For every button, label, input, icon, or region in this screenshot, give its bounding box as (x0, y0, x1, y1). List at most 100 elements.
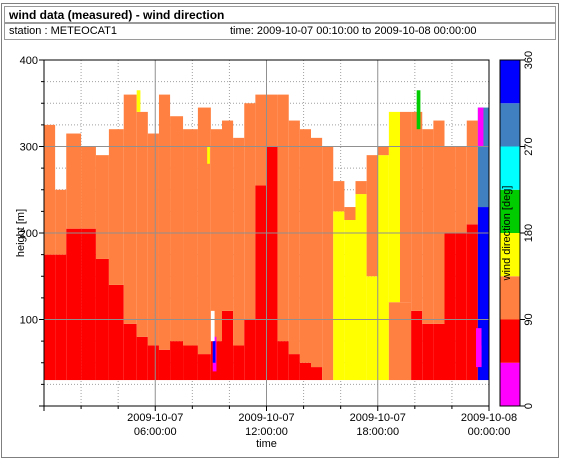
data-cell-upper (95, 155, 109, 259)
data-cell-low (108, 284, 124, 381)
data-cell-low (400, 302, 412, 381)
colorbar-segment (500, 319, 520, 363)
colorbar-tick-label: 360 (523, 51, 535, 69)
data-cell-upper (400, 111, 412, 303)
colorbar-segment (500, 233, 520, 277)
info-bar: station : METEOCAT1 time: 2009-10-07 00:… (4, 23, 556, 40)
data-cell-upper (255, 94, 267, 186)
data-cell-low (170, 341, 184, 381)
x-tick-label-time: 00:00:00 (468, 426, 511, 438)
colorbar-tick-label: 90 (523, 313, 535, 325)
data-cell-upper (222, 120, 234, 311)
x-axis-title: time (256, 438, 277, 450)
data-cell-upper (81, 146, 96, 229)
data-cell-patch (476, 328, 482, 368)
x-tick-label-date: 2009-10-07 (238, 412, 294, 424)
data-cell-patch (136, 90, 141, 112)
data-cell-low (55, 254, 67, 381)
data-cell-low (444, 233, 456, 381)
data-cell-upper (66, 133, 82, 229)
data-cell-upper (288, 120, 300, 355)
colorbar-title: wind direction [deg] (501, 186, 513, 282)
station-label: station : METEOCAT1 (9, 25, 117, 37)
data-cell-patch (212, 341, 216, 363)
data-cell-low (477, 207, 489, 381)
colorbar-segment (500, 103, 520, 147)
data-cell-low (66, 228, 82, 381)
y-tick-label: 400 (20, 55, 38, 67)
data-cell-low (183, 345, 198, 381)
colorbar-tick-label: 270 (523, 137, 535, 155)
data-cell-patch (210, 310, 215, 342)
data-cell-upper (55, 189, 67, 255)
x-tick-label-date: 2009-10-07 (127, 412, 183, 424)
data-cell-low (311, 367, 323, 381)
data-cell-upper (183, 129, 198, 346)
data-cell-low (344, 220, 356, 381)
data-cell-low (466, 224, 478, 381)
data-cell-patch (477, 107, 484, 147)
y-tick-label: 200 (20, 228, 38, 240)
data-cell-upper (433, 120, 445, 324)
colorbar-segment (500, 189, 520, 233)
data-cell-low (299, 362, 311, 381)
data-cell-upper (197, 107, 211, 355)
chart-window (1, 3, 559, 458)
data-cell-low (136, 336, 148, 381)
data-cell-upper (244, 103, 256, 320)
colorbar-tick-label: 180 (523, 224, 535, 242)
data-cell-low (333, 211, 345, 381)
data-cell-low (158, 349, 171, 381)
colorbar-segment (500, 60, 520, 104)
data-cell-upper (422, 129, 434, 324)
y-axis-title: height [m] (15, 209, 27, 257)
data-cell-upper (233, 137, 245, 346)
data-cell-upper (322, 146, 334, 381)
data-cell-low (244, 319, 256, 381)
data-cell-upper (477, 107, 489, 208)
data-cell-upper (158, 94, 171, 350)
data-cell-upper (311, 137, 323, 368)
data-cell-upper (344, 207, 356, 221)
data-cell-low (455, 233, 467, 381)
data-cell-upper (377, 146, 389, 156)
x-tick-label-time: 12:00:00 (245, 426, 288, 438)
data-cell-upper (444, 146, 456, 233)
data-cell-low (355, 194, 367, 381)
time-range-label: time: 2009-10-07 00:10:00 to 2009-10-08 … (230, 25, 477, 37)
data-cell-low (222, 310, 234, 381)
data-cell-low (266, 146, 278, 381)
data-cell-low (123, 323, 137, 381)
data-cell-upper (455, 146, 467, 233)
data-cell-upper (136, 111, 148, 337)
data-cell-upper (210, 129, 222, 342)
data-cell-low (197, 354, 211, 381)
data-cell-low (81, 228, 96, 381)
x-tick-label-time: 06:00:00 (134, 426, 177, 438)
data-cell-low (377, 155, 389, 381)
data-cell-upper (266, 94, 278, 147)
y-tick-label: 100 (20, 315, 38, 327)
data-cell-low (44, 254, 56, 381)
data-cell-low (366, 276, 378, 381)
data-cell-upper (108, 129, 124, 285)
colorbar-segment (500, 276, 520, 320)
data-cell-low (422, 323, 434, 381)
data-cell-patch (481, 310, 488, 346)
x-tick-label-date: 2009-10-08 (461, 412, 517, 424)
data-cell-low (255, 185, 267, 381)
colorbar-segment (500, 146, 520, 190)
data-cell-upper (277, 94, 289, 342)
data-cell-upper (466, 120, 478, 225)
x-tick-label-time: 18:00:00 (356, 426, 399, 438)
data-cell-upper (355, 181, 367, 195)
chart-title: wind data (measured) - wind direction (9, 8, 225, 22)
data-cell-low (388, 302, 400, 381)
data-cell-low (411, 310, 423, 381)
title-bar: wind data (measured) - wind direction (4, 6, 556, 23)
data-cell-low (433, 323, 445, 381)
data-cell-patch (207, 146, 210, 164)
data-cell-upper (388, 111, 400, 303)
data-cell-upper (299, 129, 311, 363)
